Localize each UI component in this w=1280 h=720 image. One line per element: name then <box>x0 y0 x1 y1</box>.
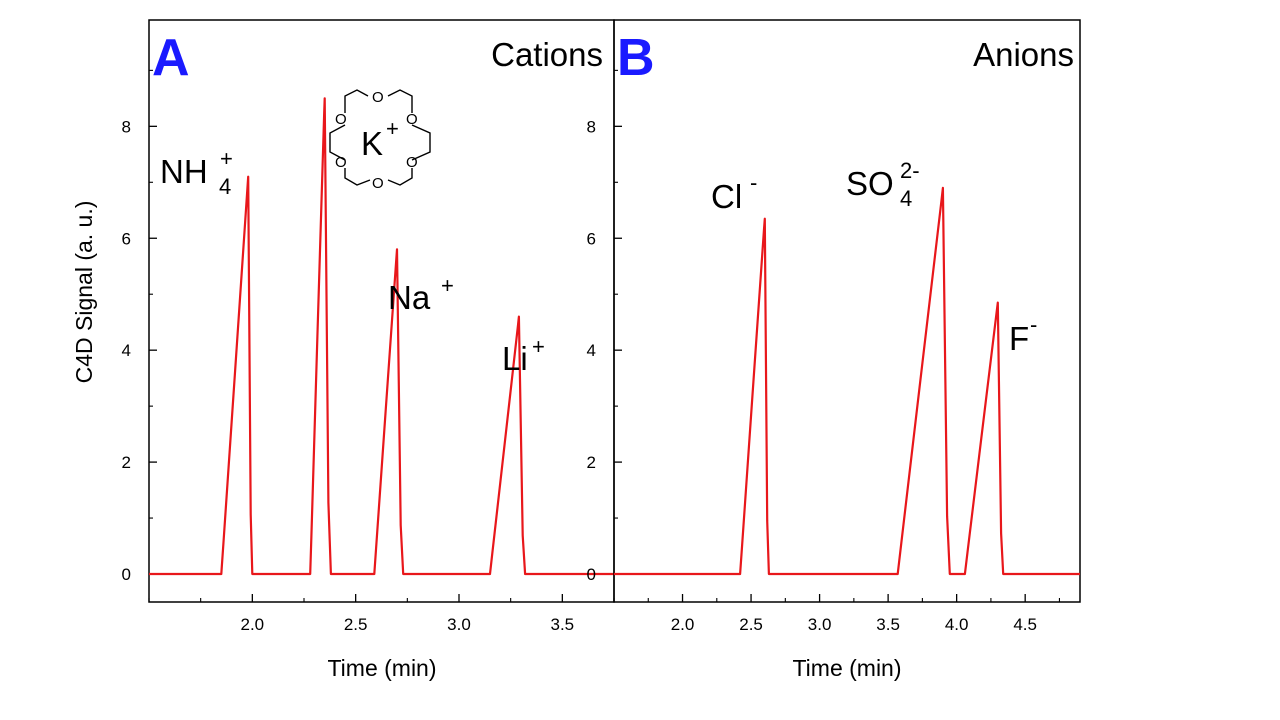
cations-x-tick-label: 2.0 <box>241 615 265 634</box>
peak-label-chloride: Cl <box>711 178 742 215</box>
anions-x-tick-label: 2.0 <box>671 615 695 634</box>
peak-label-fluoride-sup: - <box>1030 312 1037 337</box>
panel-anions-xlabel: Time (min) <box>792 655 901 681</box>
crown-ether-ring <box>329 89 431 186</box>
anions-x-tick-label: 3.5 <box>876 615 900 634</box>
panel-anions-frame <box>613 19 1081 603</box>
anions-trace <box>614 186 1080 576</box>
peak-label-sodium: Na <box>388 279 431 316</box>
anions-y-tick-label: 6 <box>587 229 596 248</box>
anions-x-tick-label: 4.0 <box>945 615 969 634</box>
anions-x-tick-label: 3.0 <box>808 615 832 634</box>
cations-y-tick-label: 6 <box>122 229 131 248</box>
panel-cations-title: Cations <box>491 36 603 73</box>
anions-y-tick-label: 2 <box>587 453 596 472</box>
peak-label-chloride-sup: - <box>750 170 757 195</box>
panel-cations-ylabel: C4D Signal (a. u.) <box>71 201 97 384</box>
panel-anions-title: Anions <box>973 36 1074 73</box>
peak-label-sulfate-sub: 4 <box>900 186 912 211</box>
cations-x-tick-label: 2.5 <box>344 615 368 634</box>
crown-oxygen-4: O <box>335 154 347 171</box>
anions-y-tick-label: 4 <box>587 341 596 360</box>
peak-label-sodium-sup: + <box>441 273 454 298</box>
cations-y-tick-label: 4 <box>122 341 131 360</box>
cations-x-tick-label: 3.0 <box>447 615 471 634</box>
panel-anions-ticks: 2.0 2.5 3.0 3.5 4.0 4.5 0 2 4 6 8 <box>587 69 1060 634</box>
peak-label-lithium-sup: + <box>532 334 545 359</box>
crown-cation-sup: + <box>386 116 399 141</box>
peak-label-sulfate: SO <box>846 165 894 202</box>
cations-y-tick-label: 2 <box>122 453 131 472</box>
crown-oxygen-6: O <box>372 175 384 192</box>
anions-y-tick-label: 8 <box>587 117 596 136</box>
peak-label-fluoride: F <box>1009 320 1029 357</box>
panel-cations-ticks: 2.0 2.5 3.0 3.5 0 2 4 6 8 <box>122 69 615 634</box>
panel-cations: 2.0 2.5 3.0 3.5 0 2 4 6 8 A Cations Time (min) C… <box>71 19 615 681</box>
crown-oxygen-1: O <box>372 89 384 106</box>
anions-y-tick-label: 0 <box>587 565 596 584</box>
crown-oxygen-2: O <box>335 111 347 128</box>
peak-label-ammonium-sup: + <box>220 146 233 171</box>
peak-label-ammonium: NH <box>160 153 208 190</box>
cations-x-tick-label: 3.5 <box>551 615 575 634</box>
panel-anions-letter: B <box>617 29 655 87</box>
panel-cations-frame <box>148 19 615 603</box>
panel-anions: 2.0 2.5 3.0 3.5 4.0 4.5 0 2 4 6 8 B Anions Time (m… <box>587 19 1081 681</box>
peak-label-sulfate-sup: 2- <box>900 158 920 183</box>
peak-label-ammonium-sub: 4 <box>219 174 231 199</box>
anions-x-tick-label: 4.5 <box>1013 615 1037 634</box>
cations-y-tick-label: 8 <box>122 117 131 136</box>
cations-y-tick-label: 0 <box>122 565 131 584</box>
crown-oxygen-3: O <box>406 111 418 128</box>
panel-cations-xlabel: Time (min) <box>327 655 436 681</box>
crown-ether-structure: O O O O O O K + <box>329 89 431 192</box>
cations-trace <box>149 97 614 576</box>
anions-x-tick-label: 2.5 <box>739 615 763 634</box>
peak-label-lithium: Li <box>502 340 528 377</box>
crown-cation-label: K <box>361 125 383 162</box>
panel-cations-letter: A <box>152 29 190 87</box>
crown-oxygen-5: O <box>406 154 418 171</box>
